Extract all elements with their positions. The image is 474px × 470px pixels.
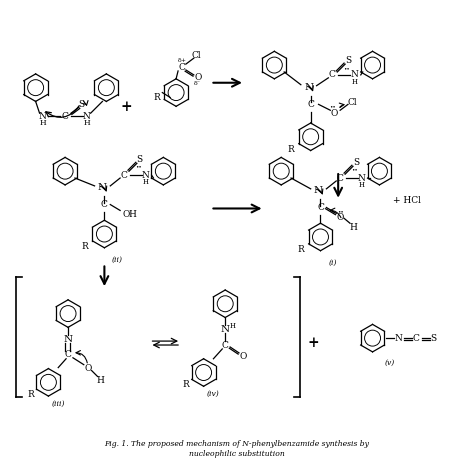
Text: δ+: δ+ bbox=[177, 58, 186, 63]
Text: δ⁻: δ⁻ bbox=[194, 81, 201, 86]
Text: +: + bbox=[308, 336, 319, 350]
Text: N: N bbox=[142, 171, 150, 180]
Text: C: C bbox=[179, 63, 185, 71]
Text: H: H bbox=[352, 78, 358, 86]
Text: ••: •• bbox=[136, 164, 142, 170]
Text: Cl: Cl bbox=[347, 98, 357, 107]
Text: H: H bbox=[128, 210, 136, 219]
Text: ••: •• bbox=[329, 105, 336, 110]
Text: O: O bbox=[122, 210, 130, 219]
Text: H: H bbox=[39, 119, 46, 127]
Text: C: C bbox=[307, 100, 314, 109]
Text: O: O bbox=[337, 213, 344, 222]
Text: R: R bbox=[288, 145, 294, 154]
Text: H: H bbox=[83, 119, 90, 127]
Text: H: H bbox=[359, 181, 365, 189]
Text: S: S bbox=[137, 155, 143, 164]
Text: H: H bbox=[97, 376, 104, 385]
Text: O: O bbox=[239, 352, 246, 361]
Text: N: N bbox=[304, 83, 313, 92]
Text: S: S bbox=[78, 100, 84, 109]
Text: (iii): (iii) bbox=[52, 400, 65, 408]
Text: (iv): (iv) bbox=[207, 390, 220, 398]
Text: O: O bbox=[330, 109, 338, 118]
Text: N: N bbox=[351, 70, 359, 79]
Text: Cl: Cl bbox=[192, 51, 201, 60]
Text: C: C bbox=[64, 350, 72, 360]
Text: C: C bbox=[412, 334, 419, 343]
Text: R: R bbox=[82, 243, 88, 251]
Text: C: C bbox=[329, 70, 336, 79]
Text: (v): (v) bbox=[385, 359, 395, 367]
Text: nucleophilic substitution: nucleophilic substitution bbox=[189, 450, 285, 458]
Text: N: N bbox=[64, 335, 73, 344]
Text: C: C bbox=[101, 200, 108, 209]
Text: C: C bbox=[337, 173, 344, 182]
Text: ••: •• bbox=[337, 209, 344, 214]
Text: S: S bbox=[430, 334, 437, 343]
Text: (i): (i) bbox=[329, 258, 337, 266]
Text: H: H bbox=[143, 178, 149, 186]
Text: N: N bbox=[314, 186, 323, 196]
Text: Fig. 1. The proposed mechanism of N-phenylbenzamide synthesis by: Fig. 1. The proposed mechanism of N-phen… bbox=[105, 440, 369, 448]
Text: +: + bbox=[120, 100, 132, 114]
Text: O: O bbox=[194, 73, 201, 82]
Text: R: R bbox=[27, 390, 34, 399]
Text: H: H bbox=[230, 322, 236, 330]
Text: N: N bbox=[38, 112, 46, 121]
Text: N: N bbox=[83, 112, 91, 121]
Text: N: N bbox=[394, 334, 402, 343]
Text: C: C bbox=[62, 112, 69, 121]
Text: H: H bbox=[349, 223, 357, 232]
Text: C: C bbox=[222, 340, 228, 350]
Text: O: O bbox=[84, 364, 91, 373]
Text: (ii): (ii) bbox=[112, 256, 123, 264]
Text: ••: •• bbox=[343, 66, 349, 71]
Text: N: N bbox=[221, 325, 230, 334]
Text: R: R bbox=[182, 380, 189, 389]
Text: R: R bbox=[298, 245, 304, 254]
Text: S: S bbox=[345, 55, 351, 65]
Text: ••: •• bbox=[352, 168, 358, 172]
Text: N: N bbox=[98, 183, 107, 192]
Text: S: S bbox=[353, 158, 359, 167]
Text: C: C bbox=[120, 171, 128, 180]
Text: R: R bbox=[153, 93, 160, 102]
Text: C: C bbox=[317, 203, 324, 212]
Text: N: N bbox=[358, 173, 365, 182]
Text: + HCl: + HCl bbox=[393, 196, 421, 205]
